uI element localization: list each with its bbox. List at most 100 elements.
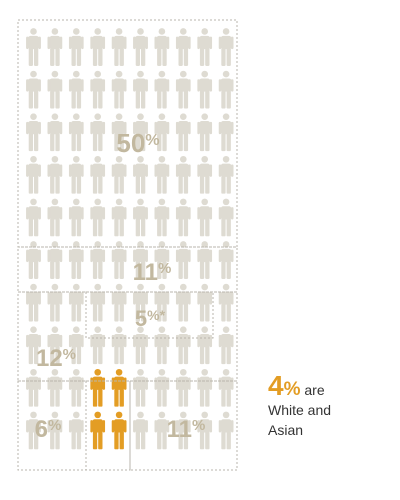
person-icon xyxy=(175,198,191,237)
person-icon xyxy=(197,155,213,194)
person-icon xyxy=(133,368,148,407)
percent-label-symbol: % xyxy=(192,417,205,434)
person-icon xyxy=(47,198,63,237)
person-icon xyxy=(26,283,41,322)
person-icon xyxy=(154,70,170,109)
person-icon xyxy=(154,28,170,66)
person-icon xyxy=(197,113,213,152)
callout-line2: White and xyxy=(268,402,332,418)
person-icon xyxy=(218,326,234,365)
percent-label-symbol: % xyxy=(48,417,61,434)
person-icon xyxy=(175,113,191,152)
percent-label-value: 6 xyxy=(35,416,48,443)
person-icon xyxy=(68,155,84,194)
percent-label: 12% xyxy=(36,345,76,372)
person-icon xyxy=(90,198,106,237)
person-icon-highlight xyxy=(90,411,106,450)
person-icon xyxy=(68,28,84,66)
person-icon xyxy=(218,198,234,237)
person-icon xyxy=(26,368,41,407)
person-icon xyxy=(111,283,127,322)
person-icon xyxy=(133,155,148,194)
person-icon xyxy=(111,198,127,237)
person-icon xyxy=(218,113,234,152)
person-icon-highlight xyxy=(111,411,127,450)
person-icon xyxy=(154,326,170,365)
person-icon xyxy=(111,70,127,109)
percent-labels: 50%11%5%*12%6% 11% xyxy=(35,128,206,443)
person-icon xyxy=(218,28,234,66)
percent-label-symbol: % xyxy=(145,132,159,149)
person-icon xyxy=(90,326,106,365)
callout-percent-symbol: % xyxy=(283,379,301,400)
person-icon xyxy=(26,113,41,152)
region-box-50 xyxy=(17,19,238,248)
person-icon-highlight xyxy=(111,368,127,407)
person-icon xyxy=(90,155,106,194)
person-icon xyxy=(197,198,213,237)
person-icon xyxy=(218,283,234,322)
person-icon xyxy=(68,70,84,109)
person-icon xyxy=(68,283,84,322)
person-icon xyxy=(26,198,41,237)
person-icon-highlight xyxy=(90,368,106,407)
person-icon xyxy=(68,198,84,237)
person-icon xyxy=(47,155,63,194)
person-icon xyxy=(90,283,106,322)
person-icon xyxy=(133,411,148,450)
percent-label-value: 11 xyxy=(133,259,158,286)
percent-label-value: 11 xyxy=(167,416,192,443)
percent-label-symbol: %* xyxy=(147,307,165,323)
person-icon xyxy=(133,326,148,365)
person-icon xyxy=(47,70,63,109)
person-icon xyxy=(111,326,127,365)
person-icon xyxy=(26,70,41,109)
person-icon xyxy=(218,155,234,194)
person-icon xyxy=(47,283,63,322)
person-icon xyxy=(47,28,63,66)
person-icon xyxy=(197,70,213,109)
percent-label-value: 12 xyxy=(36,345,63,372)
person-icon xyxy=(68,113,84,152)
percent-label: 11% xyxy=(133,259,172,286)
callout-line1: are xyxy=(304,382,325,398)
region-box-11-bottom xyxy=(129,380,238,471)
person-icon xyxy=(218,368,234,407)
person-icon xyxy=(175,70,191,109)
person-icon xyxy=(218,411,234,450)
person-icon xyxy=(90,28,106,66)
person-icon xyxy=(111,155,127,194)
percent-label-symbol: % xyxy=(63,346,76,363)
person-icon xyxy=(26,155,41,194)
percent-label-value: 5 xyxy=(135,306,147,331)
person-icon xyxy=(68,368,84,407)
person-icon xyxy=(175,155,191,194)
person-icon xyxy=(197,368,213,407)
callout-line3: Asian xyxy=(268,422,304,438)
person-icon xyxy=(218,70,234,109)
person-icon xyxy=(133,198,148,237)
person-icon xyxy=(111,28,127,66)
region-boxes xyxy=(17,19,238,471)
region-box-4 xyxy=(85,380,131,471)
person-icon xyxy=(133,70,148,109)
person-icon xyxy=(175,283,191,322)
callout-value: 4 xyxy=(268,370,284,401)
percent-label: 50% xyxy=(116,128,159,158)
person-icon xyxy=(175,28,191,66)
person-icon xyxy=(26,28,41,66)
region-box-11-top xyxy=(17,246,238,293)
person-icon xyxy=(133,28,148,66)
person-icon xyxy=(197,283,213,322)
person-icon xyxy=(154,198,170,237)
person-icon xyxy=(90,113,106,152)
person-icon xyxy=(175,368,191,407)
percent-label: 5%* xyxy=(135,306,166,331)
percent-label-symbol: % xyxy=(158,260,171,277)
person-icon xyxy=(47,368,63,407)
person-icon xyxy=(47,113,63,152)
highlight-callout: 4% are White and Asian xyxy=(268,372,388,440)
person-icon xyxy=(175,326,191,365)
person-icon xyxy=(197,326,213,365)
